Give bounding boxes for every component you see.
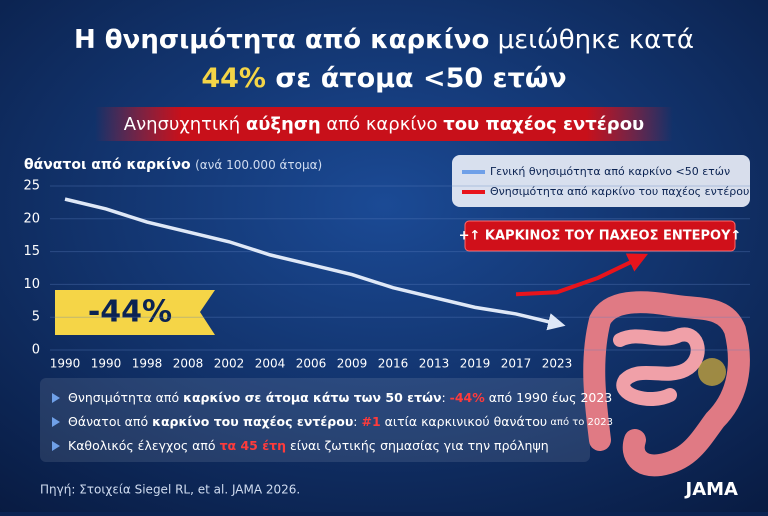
x-tick-label: 1990 [91,357,122,371]
text-part: του παχέος εντέρου [443,114,644,135]
text-part: είναι ζωτικής σημασίας για την πρόληψη [286,438,549,453]
bullet: Θάνατοι από καρκίνο του παχέος εντέρου: … [68,414,613,429]
text-part: αιτία καρκινικού θανάτου [381,414,548,429]
text-part: Θνησιμότητα από [68,390,183,405]
bullet-icon [52,417,60,427]
title-line2: 44% σε άτομα <50 ετών [201,63,566,94]
bullet: Θνησιμότητα από καρκίνο σε άτομα κάτω τω… [68,390,612,405]
x-tick-label: 2019 [460,357,491,371]
text-part: μειώθηκε κατά [489,25,694,55]
text-part: : [441,390,449,405]
text-part: καρκίνο του παχέος εντέρου [152,414,353,429]
subtitle: Ανησυχητική αύξηση από καρκίνο του παχέο… [124,114,644,135]
badge [55,290,215,335]
y-tick-label: 10 [23,277,40,292]
source: Πηγή: Στοιχεία Siegel RL, et al. JAMA 20… [40,483,300,497]
y-tick-label: 0 [32,343,40,358]
badge-text: -44% [88,295,172,330]
series-line [515,253,649,297]
x-tick-label: 2016 [378,357,409,371]
text-part: 44% [201,63,266,94]
subtitle-banner [95,107,673,141]
text-part: #1 [361,414,380,429]
callout-box [464,220,736,252]
text-part: Καθολικός έλεγχος από [68,438,220,453]
text-part: Η θνησιμότητα από καρκίνο [74,25,489,55]
x-tick-label: 2009 [337,357,368,371]
colon-illustration [583,291,750,477]
bullet-icon [52,393,60,403]
legend-label: Γενική θνησιμότητα από καρκίνο <50 ετών [490,165,730,178]
brand: JAMA [684,479,739,500]
text-part: : [353,414,361,429]
y-axis-label: θάνατοι από καρκίνο (ανά 100.000 άτομα) [24,157,322,173]
text-part: -44% [450,390,486,405]
x-tick-label: 1990 [50,357,81,371]
y-label-unit: (ανά 100.000 άτομα) [195,158,322,172]
legend-label: Θνησιμότητα από καρκίνο του παχέος εντέρ… [490,185,749,198]
text-part: αύξηση [246,114,321,135]
bullet: Καθολικός έλεγχος από τα 45 έτη είναι ζω… [68,438,549,453]
y-tick-label: 25 [23,179,40,194]
text-part: καρκίνο σε άτομα κάτω των 50 ετών [183,390,441,405]
y-label: θάνατοι από καρκίνο [24,157,191,173]
x-tick-label: 2023 [542,357,573,371]
x-tick-label: 2013 [419,357,450,371]
x-tick-label: 2006 [296,357,327,371]
x-tick-label: 2004 [255,357,286,371]
y-tick-label: 20 [23,211,40,226]
x-tick-label: 2017 [501,357,532,371]
callout: +↑ ΚΑΡΚΙΝΟΣ ΤΟΥ ΠΑΧΕΟΣ ΕΝΤΕΡΟΥ↑ [459,229,742,244]
bullet-icon [52,441,60,451]
x-tick-label: 2008 [173,357,204,371]
text-part: από καρκίνο [321,114,444,135]
text-part: τα 45 έτη [220,438,287,453]
series-line [64,197,566,331]
bullet-panel [40,378,590,462]
text-part: από 1990 έως 2023 [485,390,613,405]
text-part: από το 2023 [547,416,613,428]
text-part: Θάνατοι από [68,414,152,429]
text-part: σε άτομα <50 ετών [266,63,567,94]
legend-box [452,155,750,207]
y-tick-label: 5 [32,310,40,325]
x-tick-label: 2002 [214,357,245,371]
x-tick-label: 1998 [132,357,163,371]
y-tick-label: 15 [23,244,40,259]
title: Η θνησιμότητα από καρκίνο μειώθηκε κατά [74,25,694,55]
text-part: Ανησυχητική [124,114,246,135]
